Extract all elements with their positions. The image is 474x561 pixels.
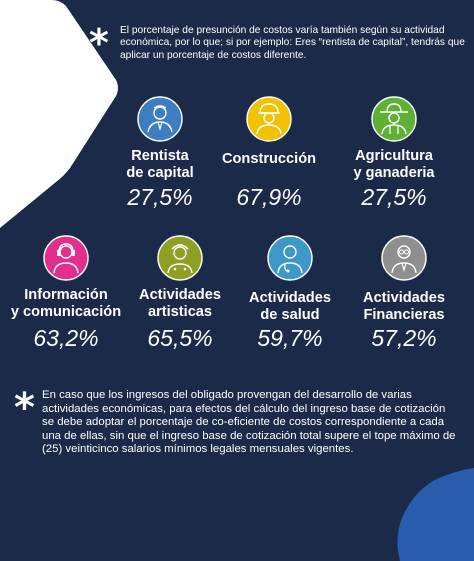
activity-label: Agricultura y ganaderia [353,148,435,181]
activity-percentage: 59,7% [257,325,323,351]
activity-label: Actividades de salud [249,290,331,323]
financier-icon [381,235,427,281]
intro-asterisk: * [89,21,109,65]
activity-card-construccion: Construcción 67,9% [210,96,328,214]
activity-label: Actividades artisticas [139,287,221,320]
activity-card-salud: Actividades de salud 59,7% [238,235,342,355]
artist-icon [157,235,203,281]
footer-text: En caso que los ingresos del obligado pr… [42,389,456,456]
activity-card-informacion: Información y comunicación 63,2% [6,235,126,355]
activity-percentage: 27,5% [127,184,193,210]
activity-card-rentista: Rentista de capital 27,5% [108,96,212,214]
activity-percentage: 65,5% [147,325,213,351]
activity-card-artisticas: Actividades artisticas 65,5% [128,235,232,355]
footer-asterisk: * [14,385,35,431]
activity-percentage: 67,9% [236,184,302,210]
activity-percentage: 57,2% [371,325,437,351]
activity-label: Rentista de capital [126,148,194,181]
white-corner-shape [0,0,118,228]
farmer-icon [371,96,417,142]
activity-label: Construcción [221,151,317,167]
communicator-icon [43,235,89,281]
activity-card-agricultura: Agricultura y ganaderia 27,5% [330,96,458,214]
activity-card-financieras: Actividades Financieras 57,2% [350,235,458,355]
intro-text: El porcentaje de presunción de costos va… [120,25,465,61]
businessman-icon [137,96,183,142]
activity-label: Información y comunicación [10,287,122,320]
activity-percentage: 27,5% [361,184,427,210]
construction-worker-icon [246,96,292,142]
activity-label: Actividades Financieras [363,290,445,323]
doctor-icon [267,235,313,281]
blue-corner-shape [397,468,474,561]
activity-percentage: 63,2% [33,325,99,351]
